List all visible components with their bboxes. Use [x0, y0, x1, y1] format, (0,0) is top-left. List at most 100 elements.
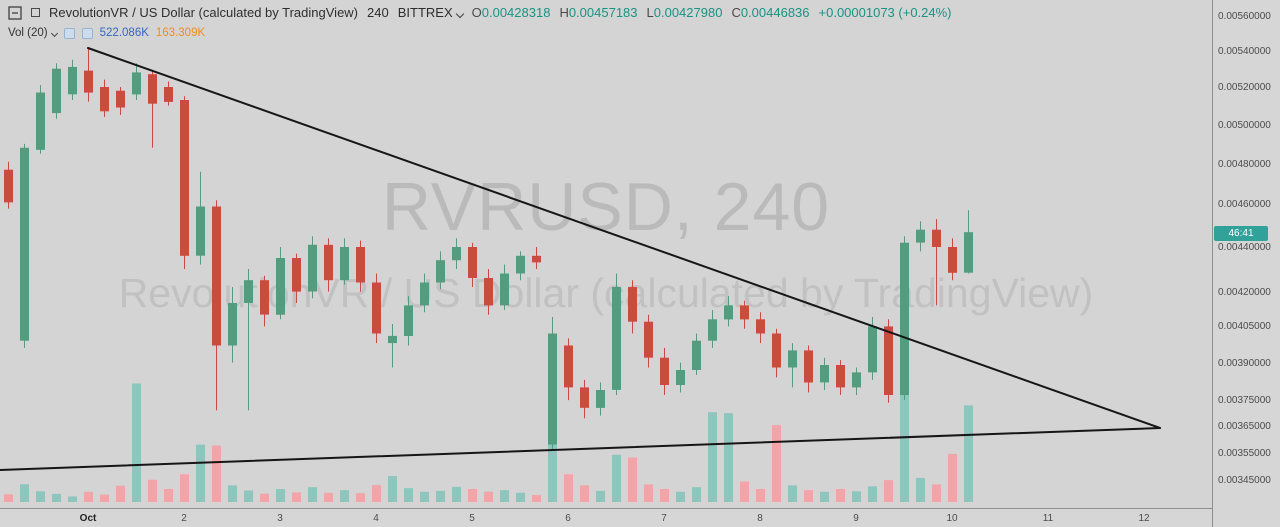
- volume-bar: [900, 379, 909, 502]
- countdown-badge: 46:41: [1214, 226, 1268, 241]
- candle-body: [804, 350, 813, 383]
- price-tick-label: 0.00365000: [1218, 421, 1271, 432]
- candle-body: [436, 260, 445, 283]
- candle-body: [612, 287, 621, 390]
- candle-body: [964, 232, 973, 273]
- candle-body: [36, 92, 45, 150]
- price-axis[interactable]: 46:41 0.00560000 0.00540000 0.00520000 0.00…: [1212, 0, 1280, 527]
- volume-value: 522.086K: [99, 27, 149, 39]
- candle-body: [420, 282, 429, 306]
- close-number: 0.00446836: [740, 5, 810, 20]
- close-label: C: [731, 5, 741, 20]
- candle-body: [740, 305, 749, 320]
- volume-legend: Vol (20) 522.086K 163.309K: [8, 27, 205, 39]
- time-tick-label: 3: [277, 513, 283, 524]
- volume-bar: [116, 485, 125, 502]
- candle-body: [20, 147, 29, 341]
- volume-bar: [868, 486, 877, 502]
- volume-bar: [100, 494, 109, 502]
- trendline[interactable]: [87, 47, 1161, 429]
- exchange-selector[interactable]: BITTREX: [397, 5, 464, 20]
- volume-bar: [964, 405, 973, 502]
- candle-body: [500, 273, 509, 306]
- candle-body: [148, 74, 157, 104]
- candle-body: [676, 370, 685, 385]
- candle-body: [932, 229, 941, 247]
- volume-indicator-label[interactable]: Vol (20): [8, 27, 58, 39]
- volume-bar: [436, 490, 445, 502]
- candle-body: [836, 365, 845, 388]
- volume-bar: [852, 491, 861, 502]
- candle-body: [196, 206, 205, 256]
- price-tick-label: 0.00480000: [1218, 159, 1271, 170]
- volume-bar: [756, 489, 765, 502]
- candle-body: [116, 90, 125, 108]
- candle-body: [884, 326, 893, 395]
- volume-bar: [804, 490, 813, 502]
- price-tick-label: 0.00560000: [1218, 11, 1271, 22]
- volume-bar: [548, 429, 557, 502]
- candle-body: [868, 326, 877, 373]
- time-tick-label: 11: [1042, 513, 1054, 524]
- volume-bar: [36, 491, 45, 502]
- volume-bar: [404, 488, 413, 502]
- volume-bar: [724, 413, 733, 502]
- candle-body: [84, 70, 93, 93]
- candle-body: [628, 287, 637, 322]
- time-tick-label: 10: [946, 513, 958, 524]
- eye-icon[interactable]: [63, 27, 75, 39]
- time-axis[interactable]: Oct 2 3 4 5 6 7 8 9 10 11 12: [0, 508, 1212, 527]
- volume-bar: [532, 494, 541, 502]
- settings-icon[interactable]: [81, 27, 93, 39]
- candle-body: [100, 87, 109, 112]
- candle-body: [244, 280, 253, 303]
- chart-style-icon: [31, 8, 40, 17]
- volume-bar: [916, 477, 925, 502]
- volume-bar: [148, 479, 157, 502]
- time-tick-label: 12: [1138, 513, 1150, 524]
- high-value: H0.00457183: [559, 5, 637, 20]
- candle-body: [484, 278, 493, 306]
- open-label: O: [471, 5, 482, 20]
- volume-bar: [516, 492, 525, 502]
- candle-body: [852, 372, 861, 388]
- price-tick-label: 0.00440000: [1218, 242, 1271, 253]
- volume-bar: [4, 494, 13, 502]
- candle-body: [260, 280, 269, 315]
- price-tick-label: 0.00500000: [1218, 120, 1271, 131]
- volume-bar: [660, 489, 669, 502]
- candle-body: [388, 335, 397, 344]
- volume-bar: [644, 484, 653, 502]
- volume-bar: [884, 480, 893, 502]
- price-tick-label: 0.00355000: [1218, 448, 1271, 459]
- time-tick-label: 4: [373, 513, 379, 524]
- chart-canvas[interactable]: [0, 0, 1212, 508]
- candle-body: [356, 247, 365, 283]
- exchange-label: BITTREX: [397, 5, 453, 20]
- volume-bar: [260, 493, 269, 502]
- close-value: C0.00446836: [731, 5, 809, 20]
- trendline[interactable]: [0, 427, 1161, 471]
- volume-bar: [132, 383, 141, 502]
- candle-body: [372, 282, 381, 334]
- volume-bar: [628, 457, 637, 502]
- candle-body: [164, 87, 173, 102]
- candle-body: [132, 72, 141, 95]
- volume-bar: [468, 489, 477, 502]
- candle-body: [708, 319, 717, 341]
- collapse-legend-button[interactable]: [8, 5, 22, 20]
- candle-body: [820, 365, 829, 383]
- chart-legend: RevolutionVR / US Dollar (calculated by …: [8, 5, 952, 20]
- interval-label[interactable]: 240: [367, 5, 389, 20]
- volume-label-text: Vol (20): [8, 27, 48, 39]
- volume-bar: [692, 487, 701, 502]
- volume-bar: [740, 481, 749, 502]
- volume-bar: [836, 489, 845, 502]
- candle-body: [228, 303, 237, 346]
- candle-body: [580, 387, 589, 408]
- volume-bar: [708, 412, 717, 502]
- symbol-title[interactable]: RevolutionVR / US Dollar (calculated by …: [49, 5, 359, 20]
- volume-bar: [180, 474, 189, 502]
- volume-bar: [772, 425, 781, 502]
